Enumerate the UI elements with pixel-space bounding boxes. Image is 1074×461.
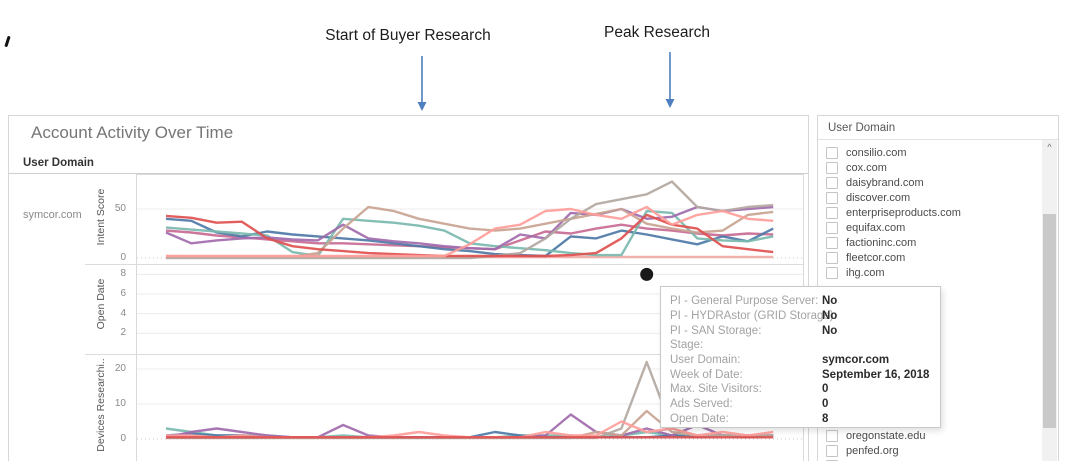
filter-item-partial[interactable] <box>826 458 838 461</box>
filter-item-enterpriseproducts.com[interactable]: enterpriseproducts.com <box>826 205 961 220</box>
tooltip-label: PI - HYDRAstor (GRID Storage): <box>670 310 837 323</box>
pane-divider <box>85 264 804 265</box>
filter-item-label: ihg.com <box>846 267 885 280</box>
filter-item-label: consilio.com <box>846 146 907 159</box>
filter-item-label: oregonstate.edu <box>846 429 926 442</box>
selected-point[interactable] <box>640 267 654 281</box>
tooltip-value: 8 <box>822 412 829 425</box>
annotation-arrow-icons <box>417 52 675 111</box>
header-divider <box>9 173 808 174</box>
checkbox-icon[interactable] <box>826 222 838 234</box>
filter-item-label: fleetcor.com <box>846 252 906 265</box>
tooltip-label: Stage: <box>670 339 704 352</box>
checkbox-icon[interactable] <box>826 191 838 204</box>
annotation-peak-research: Peak Research <box>604 24 710 41</box>
checkbox-icon[interactable] <box>826 429 838 442</box>
axis-tick: 0 <box>120 433 126 444</box>
axis-tick: 4 <box>120 307 126 319</box>
tooltip-value: symcor.com <box>822 354 890 367</box>
axis-tick: 6 <box>120 288 126 300</box>
series-line-salmon[interactable] <box>166 205 774 258</box>
scrollbar[interactable]: ^ <box>1042 140 1057 461</box>
checkbox-icon[interactable] <box>826 267 838 280</box>
filter-item-consilio.com[interactable]: consilio.com <box>826 145 907 160</box>
checkbox-icon[interactable] <box>826 146 838 159</box>
checkbox-icon[interactable] <box>826 237 838 250</box>
row-label-symcor: symcor.com <box>23 209 82 221</box>
tooltip-row: Open Date: 8 <box>670 412 940 427</box>
annotation-start-of-buyer-research: Start of Buyer Research <box>325 27 491 44</box>
checkbox-icon[interactable] <box>826 252 838 265</box>
checkbox-icon[interactable] <box>826 459 838 461</box>
filter-item-factioninc.com[interactable]: factioninc.com <box>826 236 916 251</box>
filter-panel-divider <box>818 139 1058 140</box>
tooltip-rows: PI - General Purpose Server: No PI - HYDRA… <box>670 294 940 426</box>
tooltip-label: Open Date: <box>670 412 729 425</box>
axis-tick: 0 <box>120 252 126 263</box>
filter-item-equifax.com[interactable]: equifax.com <box>826 221 905 236</box>
tooltip-value: 0 <box>822 398 829 411</box>
tooltip: PI - General Purpose Server: No PI - HYDRA… <box>660 286 941 428</box>
tooltip-label: Max. Site Visitors: <box>670 383 762 396</box>
stray-mark-icon <box>4 35 11 48</box>
checkbox-icon[interactable] <box>826 444 838 457</box>
tooltip-label: PI - SAN Storage: <box>670 324 762 337</box>
tooltip-row: PI - General Purpose Server: No <box>670 294 940 309</box>
scroll-up-icon[interactable]: ^ <box>1047 142 1052 152</box>
filter-item-label: equifax.com <box>846 222 906 234</box>
tooltip-row: PI - SAN Storage: No <box>670 323 940 338</box>
dimension-header: User Domain <box>23 157 94 169</box>
filter-item-label: daisybrand.com <box>846 176 924 189</box>
filter-item-label: cox.com <box>846 161 887 174</box>
tooltip-label: PI - General Purpose Server: <box>670 295 819 308</box>
tooltip-value: 0 <box>822 383 829 396</box>
tooltip-value: No <box>822 324 838 337</box>
checkbox-icon[interactable] <box>826 161 838 174</box>
filter-item-cox.com[interactable]: cox.com <box>826 160 887 175</box>
filter-item-label: discover.com <box>846 191 911 204</box>
chart-title: Account Activity Over Time <box>31 123 234 142</box>
pane-divider <box>85 354 804 355</box>
tooltip-value: No <box>822 295 838 308</box>
filter-panel-title: User Domain <box>828 122 896 134</box>
filter-item-discover.com[interactable]: discover.com <box>826 190 910 205</box>
tooltip-value: No <box>822 310 838 323</box>
tooltip-row: User Domain: symcor.com <box>670 353 940 368</box>
filter-item-penfed.org[interactable]: penfed.org <box>826 443 899 458</box>
tooltip-row: PI - HYDRAstor (GRID Storage): No <box>670 309 940 324</box>
checkbox-icon[interactable] <box>826 206 838 219</box>
tooltip-label: Ads Served: <box>670 398 733 411</box>
checkbox-icon[interactable] <box>826 176 838 189</box>
axis-tick: 10 <box>114 398 126 409</box>
tooltip-row: Week of Date: September 16, 2018 <box>670 367 940 382</box>
axis-tick: 8 <box>120 268 126 280</box>
tooltip-row: Ads Served: 0 <box>670 397 940 412</box>
series-line-gray-brown[interactable] <box>166 180 774 260</box>
tooltip-row: Stage: <box>670 338 940 353</box>
filter-item-oregonstate.edu[interactable]: oregonstate.edu <box>826 428 926 443</box>
tooltip-label: User Domain: <box>670 354 741 367</box>
filter-item-label: factioninc.com <box>846 237 917 250</box>
tooltip-row: Max. Site Visitors: 0 <box>670 382 940 397</box>
filter-item-daisybrand.com[interactable]: daisybrand.com <box>826 175 924 190</box>
series-line-blue[interactable] <box>165 217 774 258</box>
filter-item-fleetcor.com[interactable]: fleetcor.com <box>826 251 905 266</box>
filter-item-ihg.com[interactable]: ihg.com <box>826 266 885 281</box>
tooltip-value: September 16, 2018 <box>822 368 930 381</box>
tooltip-label: Week of Date: <box>670 368 743 381</box>
filter-item-label: enterpriseproducts.com <box>846 206 961 219</box>
axis-tick: 20 <box>114 363 126 374</box>
axis-tick: 50 <box>114 203 126 214</box>
axis-tick: 2 <box>120 327 126 339</box>
scrollbar-thumb[interactable] <box>1043 214 1056 428</box>
filter-item-label: penfed.org <box>846 444 899 457</box>
